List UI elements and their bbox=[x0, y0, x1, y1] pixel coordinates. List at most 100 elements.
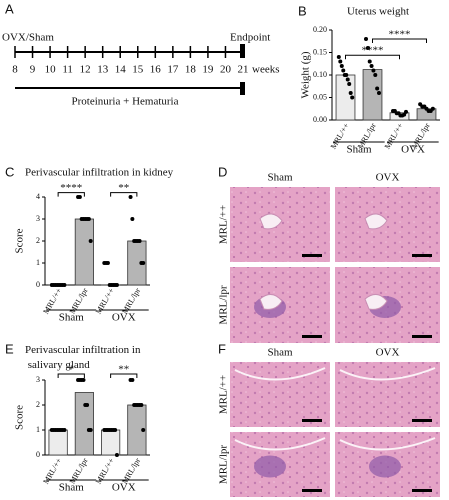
timeline-start: OVX/Sham bbox=[2, 32, 54, 44]
significance-bracket bbox=[110, 373, 138, 378]
group-label: OVX bbox=[401, 144, 425, 156]
data-point bbox=[137, 239, 142, 243]
data-point bbox=[130, 217, 135, 221]
data-point bbox=[113, 428, 118, 432]
bar bbox=[74, 218, 94, 286]
group-label: OVX bbox=[112, 312, 136, 324]
data-point bbox=[364, 37, 369, 41]
week-label: 10 bbox=[45, 64, 57, 76]
data-point bbox=[114, 453, 119, 457]
charts: Uterus weight Weight (g) 0.00 0.05 0.10 0.15 0… bbox=[14, 6, 440, 494]
panel-label: F bbox=[218, 341, 226, 356]
week-label: 12 bbox=[80, 64, 91, 76]
data-point bbox=[367, 59, 372, 64]
data-point bbox=[350, 95, 355, 100]
week-label: 15 bbox=[132, 64, 144, 76]
data-point bbox=[365, 46, 370, 50]
data-point bbox=[86, 217, 91, 221]
vessel bbox=[364, 213, 388, 230]
data-point bbox=[371, 68, 376, 73]
bar bbox=[48, 429, 68, 456]
micrograph bbox=[335, 187, 440, 262]
scale-bar bbox=[412, 335, 432, 338]
duct bbox=[339, 367, 436, 381]
group-label: Sham bbox=[59, 312, 85, 324]
significance-bracket bbox=[110, 192, 138, 197]
data-point bbox=[373, 73, 378, 77]
data-point bbox=[62, 283, 67, 287]
y-tick-label: 2 bbox=[36, 236, 40, 245]
panel-label: E bbox=[5, 341, 14, 356]
chart-title: Perivascular infiltration in salivary gl… bbox=[25, 344, 141, 371]
group-label: OVX bbox=[112, 482, 136, 494]
vessel bbox=[259, 213, 283, 230]
data-point bbox=[114, 283, 119, 287]
significance-label: **** bbox=[362, 45, 384, 57]
chart-title: Uterus weight bbox=[347, 6, 409, 18]
data-point bbox=[376, 91, 381, 95]
week-label: 13 bbox=[97, 64, 109, 76]
timeline-end: Endpoint bbox=[230, 32, 270, 44]
week-label: 17 bbox=[167, 64, 179, 76]
week-label: 9 bbox=[30, 64, 36, 76]
y-tick-label: 3 bbox=[36, 214, 40, 223]
panel-label: A bbox=[5, 1, 14, 16]
y-tick-label: 3 bbox=[36, 375, 40, 384]
week-label: 16 bbox=[150, 64, 162, 76]
y-axis-label: Score bbox=[14, 228, 26, 253]
histology: Sham OVX MRL/++ MRL/lpr Sham OVX MRL/++ MRL/lpr bbox=[218, 172, 440, 497]
column-label: OVX bbox=[376, 172, 400, 184]
y-tick-label: 0.20 bbox=[313, 25, 327, 34]
timeline-bar-label: Proteinuria + Hematuria bbox=[71, 96, 178, 108]
y-tick-label: 0 bbox=[36, 450, 40, 459]
panel-label: C bbox=[5, 164, 14, 179]
vessel bbox=[364, 294, 388, 310]
row-label: MRL/lpr bbox=[218, 285, 230, 324]
data-point bbox=[336, 55, 341, 59]
scale-bar bbox=[302, 254, 322, 257]
row-label: MRL/lpr bbox=[218, 445, 230, 484]
significance-bracket bbox=[372, 38, 427, 43]
y-tick-label: 0.10 bbox=[313, 70, 327, 79]
significance-label: ** bbox=[118, 182, 129, 194]
scale-bar bbox=[412, 254, 432, 257]
data-point bbox=[369, 64, 374, 68]
infiltrate bbox=[254, 455, 286, 478]
significance-label: * bbox=[69, 364, 75, 376]
bar bbox=[101, 429, 121, 456]
data-point bbox=[81, 378, 86, 382]
panel-label: D bbox=[218, 164, 227, 179]
y-axis-label: Weight (g) bbox=[300, 51, 312, 98]
data-point bbox=[128, 195, 133, 199]
significance-label: **** bbox=[60, 182, 82, 194]
week-label: 20 bbox=[220, 64, 232, 76]
data-point bbox=[375, 86, 380, 91]
duct bbox=[339, 437, 436, 451]
significance-bracket bbox=[57, 192, 85, 197]
y-tick-label: 2 bbox=[36, 400, 40, 409]
duct bbox=[234, 437, 326, 451]
data-point bbox=[130, 378, 135, 382]
data-point bbox=[403, 109, 408, 114]
column-label: Sham bbox=[267, 347, 293, 359]
row-label: MRL/++ bbox=[218, 205, 230, 244]
data-point bbox=[141, 428, 146, 432]
data-point bbox=[347, 82, 352, 86]
scale-bar bbox=[302, 335, 322, 338]
y-tick-label: 0.05 bbox=[313, 92, 327, 101]
data-point bbox=[88, 428, 93, 432]
group-label: Sham bbox=[346, 144, 372, 156]
panel-label: B bbox=[298, 3, 307, 18]
infiltrate bbox=[369, 455, 401, 478]
group-label: Sham bbox=[59, 482, 85, 494]
data-point bbox=[345, 77, 350, 82]
bar bbox=[74, 392, 94, 456]
y-tick-label: 4 bbox=[36, 192, 40, 201]
timeline-unit: weeks bbox=[252, 64, 280, 76]
week-label: 8 bbox=[12, 64, 18, 76]
week-label: 21 bbox=[238, 64, 249, 76]
data-point bbox=[341, 68, 346, 73]
data-point bbox=[430, 106, 435, 111]
y-tick-label: 0 bbox=[36, 280, 40, 289]
